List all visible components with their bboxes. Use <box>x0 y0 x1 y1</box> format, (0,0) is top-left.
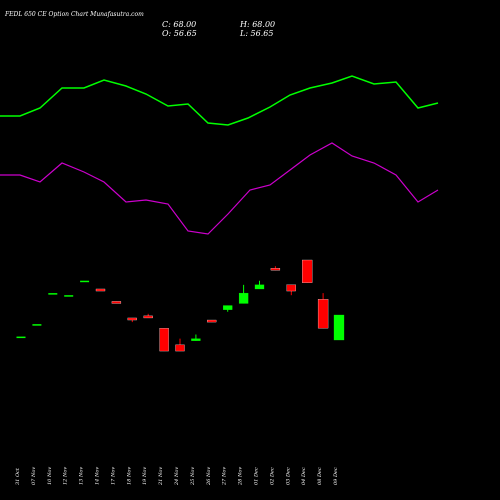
x-tick-label: 08 Dec <box>317 467 323 485</box>
candle-body <box>223 305 233 310</box>
high-readout: H: 68.00 <box>240 20 276 29</box>
x-tick-label: 01 Dec <box>254 467 260 485</box>
candle-body <box>143 315 153 319</box>
candle-body <box>16 336 26 339</box>
candle-body <box>175 344 185 352</box>
candle-body <box>191 338 201 341</box>
candle-body <box>238 292 249 304</box>
x-tick-label: 17 Nov <box>110 467 116 485</box>
candles-group <box>16 259 345 352</box>
x-tick-label: 27 Nov <box>222 467 228 486</box>
candle-body <box>80 280 90 283</box>
x-tick-label: 07 Nov <box>31 467 37 485</box>
candle-body <box>254 284 265 290</box>
chart-title: FEDL 650 CE Option Chart Munafasutra.com <box>5 11 144 18</box>
indicator-line-bottom <box>0 142 439 235</box>
candle-body <box>111 301 122 304</box>
candle-body <box>207 319 217 323</box>
x-axis-labels: 31 Oct 07 Nov 10 Nov 12 Nov 13 Nov 14 Nov 17 N… <box>15 467 339 486</box>
x-tick-label: 26 Nov <box>206 467 212 486</box>
x-tick-label: 03 Dec <box>285 467 291 485</box>
low-readout: L: 56.65 <box>240 29 274 38</box>
x-tick-label: 28 Nov <box>238 467 244 486</box>
close-readout: C: 68.00 <box>162 20 197 29</box>
x-tick-label: 12 Nov <box>63 467 69 485</box>
candle-body <box>95 288 106 292</box>
x-tick-label: 09 Dec <box>333 467 339 485</box>
candle-body <box>302 259 313 283</box>
x-tick-label: 21 Nov <box>158 467 164 486</box>
x-tick-label: 25 Nov <box>190 467 196 486</box>
candle-body <box>64 295 74 297</box>
x-tick-label: 04 Dec <box>301 467 307 485</box>
x-tick-label: 13 Nov <box>79 467 85 485</box>
x-tick-label: 31 Oct <box>15 467 21 485</box>
candle-body <box>32 324 42 326</box>
candle-body <box>127 317 137 321</box>
x-tick-label: 24 Nov <box>174 467 180 486</box>
x-tick-label: 18 Nov <box>126 467 132 485</box>
candle-body <box>286 284 296 292</box>
indicator-line-top <box>0 75 439 126</box>
x-tick-label: 19 Nov <box>142 467 148 485</box>
candle-body <box>48 293 58 295</box>
open-readout: O: 56.65 <box>162 29 197 38</box>
candle-body <box>270 268 281 271</box>
candle-body <box>333 314 345 341</box>
candle-body <box>317 299 329 329</box>
x-tick-label: 02 Dec <box>269 467 275 485</box>
candle-body <box>159 328 169 352</box>
x-tick-label: 10 Nov <box>47 467 53 485</box>
x-tick-label: 14 Nov <box>95 467 101 485</box>
